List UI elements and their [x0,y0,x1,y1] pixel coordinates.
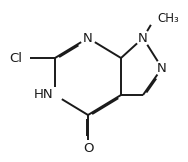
Text: N: N [138,31,148,45]
Text: Cl: Cl [9,52,22,64]
Text: N: N [157,62,167,75]
Text: HN: HN [33,88,53,102]
Text: CH₃: CH₃ [157,12,179,24]
Text: N: N [83,31,93,45]
Text: O: O [83,141,93,155]
